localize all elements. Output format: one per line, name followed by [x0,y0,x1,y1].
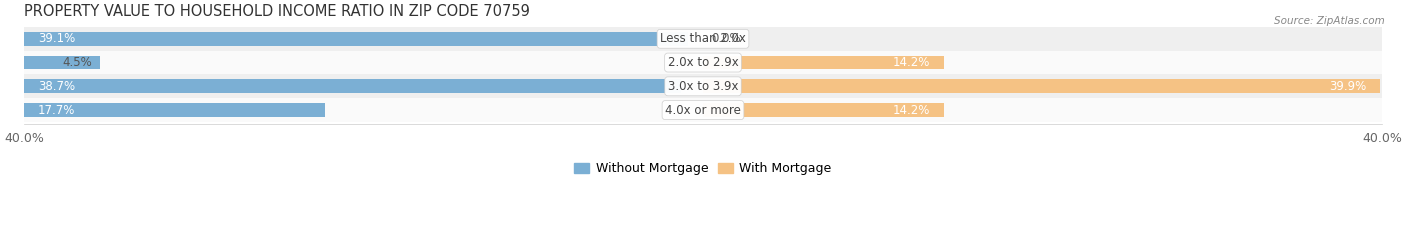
Text: 39.1%: 39.1% [38,32,75,45]
Legend: Without Mortgage, With Mortgage: Without Mortgage, With Mortgage [569,157,837,180]
Bar [24,74,1382,98]
Text: 2.0x to 2.9x: 2.0x to 2.9x [668,56,738,69]
Text: PROPERTY VALUE TO HOUSEHOLD INCOME RATIO IN ZIP CODE 70759: PROPERTY VALUE TO HOUSEHOLD INCOME RATIO… [24,4,530,19]
Bar [703,79,1381,93]
Text: 38.7%: 38.7% [38,80,75,93]
Bar [703,56,943,69]
Bar [24,56,100,69]
Text: 4.5%: 4.5% [62,56,91,69]
Text: 39.9%: 39.9% [1329,80,1367,93]
Text: 4.0x or more: 4.0x or more [665,104,741,117]
Text: 14.2%: 14.2% [893,104,931,117]
Text: 14.2%: 14.2% [893,56,931,69]
Bar [24,98,1382,122]
Text: Source: ZipAtlas.com: Source: ZipAtlas.com [1274,16,1385,26]
Bar [24,79,681,93]
Bar [24,32,688,46]
Bar [24,27,1382,51]
Text: 17.7%: 17.7% [38,104,75,117]
Text: Less than 2.0x: Less than 2.0x [659,32,747,45]
Bar [24,51,1382,74]
Text: 3.0x to 3.9x: 3.0x to 3.9x [668,80,738,93]
Text: 0.0%: 0.0% [711,32,741,45]
Bar [24,103,325,117]
Bar [703,103,943,117]
